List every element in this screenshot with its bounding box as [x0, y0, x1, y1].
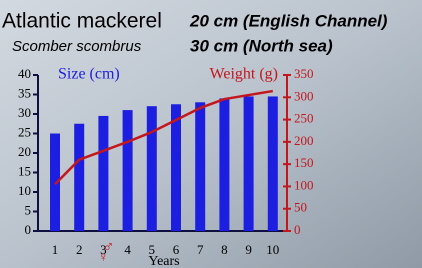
y-tick-label: 35: [18, 85, 31, 100]
bar: [98, 116, 108, 231]
y-axis-label: Size (cm): [58, 66, 120, 83]
y2-tick-label: 50: [294, 200, 307, 215]
bar: [147, 106, 157, 231]
bar: [74, 124, 84, 231]
bar: [244, 96, 254, 231]
bar: [171, 104, 181, 231]
chart-title: Atlantic mackerel: [2, 10, 162, 33]
x-tick-label: 6: [173, 242, 180, 257]
y-tick-label: 25: [18, 124, 31, 139]
y2-tick-label: 200: [294, 133, 314, 148]
subtitle: Scomber scombrus: [12, 38, 142, 55]
annotation: 30 cm (North sea): [190, 36, 333, 55]
annotation: 20 cm (English Channel): [189, 11, 388, 30]
y2-tick-label: 300: [294, 88, 314, 103]
x-tick-label: 9: [245, 242, 252, 257]
x-tick-label: 7: [197, 242, 204, 257]
y2-tick-label: 150: [294, 155, 314, 170]
x-tick-label: 4: [124, 242, 131, 257]
y-tick-label: 15: [18, 163, 31, 178]
y2-tick-label: 250: [294, 111, 314, 126]
x-tick-label: 5: [149, 242, 156, 257]
bar: [268, 96, 278, 231]
y2-tick-label: 100: [294, 177, 314, 192]
y2-tick-label: 350: [294, 66, 314, 81]
y-tick-label: 5: [25, 202, 32, 217]
page: Atlantic mackerel Scomber scombrus 20 cm…: [0, 0, 422, 268]
y-tick-label: 30: [18, 105, 31, 120]
y2-tick-label: 0: [294, 222, 301, 237]
x-tick-label: 10: [266, 242, 279, 257]
chart: Atlantic mackerel Scomber scombrus 20 cm…: [0, 0, 422, 268]
x-tick-label: 1: [52, 242, 59, 257]
y-tick-label: 10: [18, 183, 31, 198]
y-tick-label: 20: [18, 144, 31, 159]
y-tick-label: 40: [18, 66, 31, 81]
x-tick-label: 2: [76, 242, 83, 257]
sex-symbol: ♀: [98, 249, 109, 265]
y2-axis-label: Weight (g): [210, 66, 278, 83]
bar: [219, 98, 229, 231]
bar: [195, 102, 205, 231]
bar: [123, 110, 133, 231]
x-tick-label: 8: [221, 242, 228, 257]
y-tick-label: 0: [25, 222, 32, 237]
